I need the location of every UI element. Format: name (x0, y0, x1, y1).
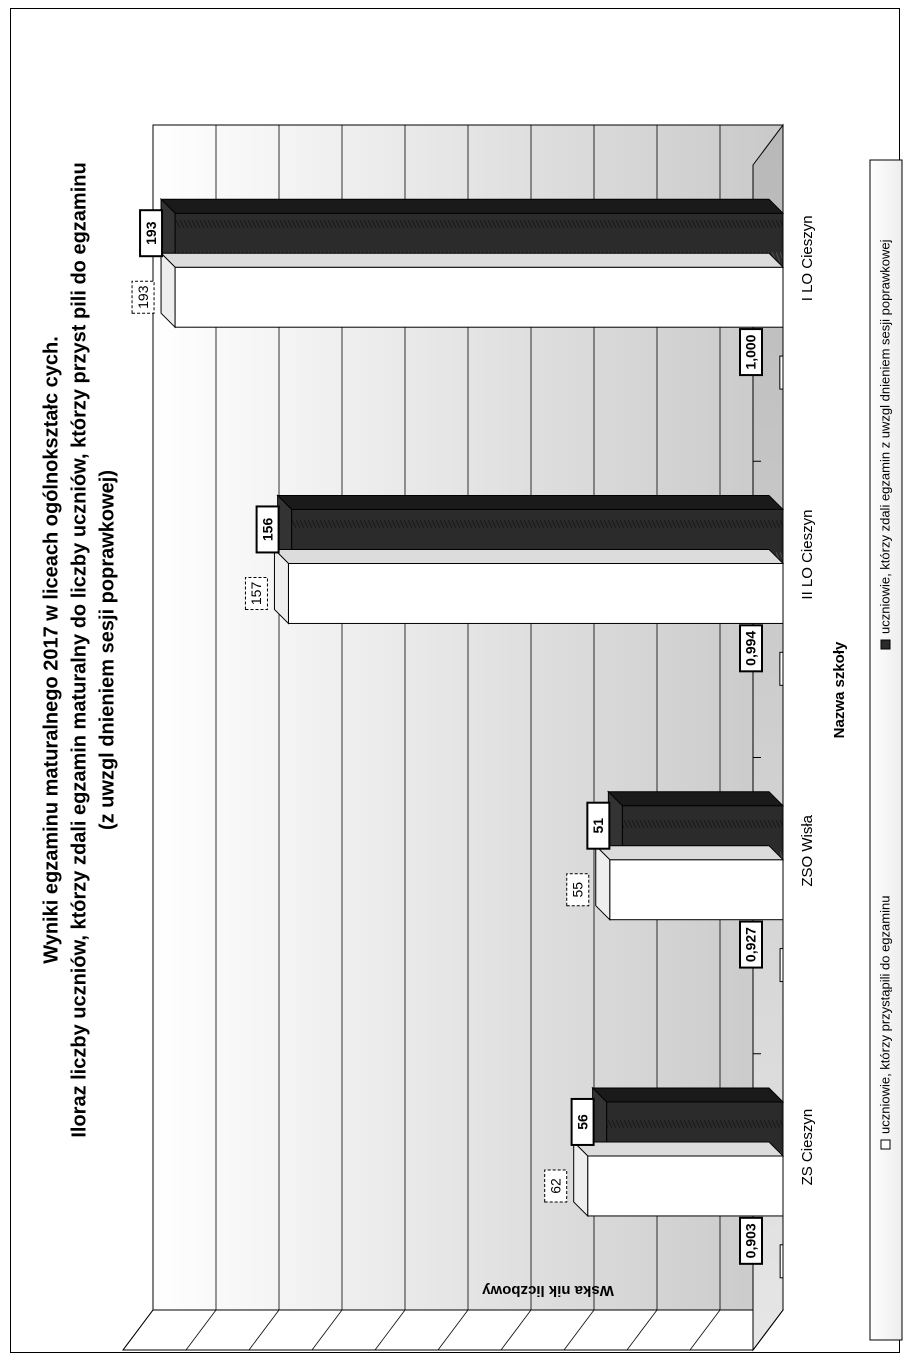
legend-swatch-1 (880, 639, 891, 650)
chart-title-line: Iloraz liczby uczniów, którzy zdali egza… (68, 162, 90, 1137)
bar-series1-0 (159, 251, 785, 329)
data-label-series2-0-text: 193 (143, 221, 159, 245)
bar-series1-3-side (572, 1141, 785, 1157)
bar-series1-1-top (273, 548, 289, 625)
data-label-series1-1: 157 (244, 576, 268, 610)
data-label-series2-3-box (570, 1097, 595, 1146)
bar-series1-3-face (587, 1155, 784, 1217)
bar-series3-3 (779, 1244, 784, 1279)
legend-label-1: uczniowie, którzy zdali egzamin z uwzgl … (877, 239, 892, 634)
data-label-series2-0-box (139, 209, 164, 258)
data-label-series3-1-text: 0,994 (743, 631, 759, 666)
chart-title-line: (z uwzgl dnieniem sesji poprawkowej) (96, 470, 118, 830)
data-label-series2-0: 193 (139, 209, 164, 258)
gridline-depth (563, 1309, 595, 1351)
bar-series1-1 (273, 548, 785, 625)
data-label-series2-3: 56 (570, 1097, 595, 1146)
data-label-series2-1: 156 (255, 505, 280, 554)
y-axis-title: Wska nik liczbowy (481, 1282, 613, 1299)
data-label-series1-0-text: 193 (135, 285, 151, 309)
bar-series1-2-face (609, 859, 784, 921)
gridline-depth (689, 1309, 721, 1351)
data-label-series3-0-text: 1,000 (743, 334, 759, 369)
gridline-depth (437, 1309, 469, 1351)
data-label-series3-1: 0,994 (739, 624, 763, 673)
data-label-series1-1-text: 157 (248, 582, 264, 606)
bar-series1-2 (594, 844, 785, 921)
gridline-depth (500, 1309, 532, 1351)
bar-series1-0-face (174, 266, 784, 328)
x-tick-label: ZS Cieszyn (799, 1109, 816, 1186)
bar-series1-1-face (287, 562, 784, 624)
legend-swatch-0 (880, 1139, 891, 1150)
bar-series1-1-side (273, 548, 785, 564)
data-label-series2-2-text: 51 (590, 818, 606, 834)
x-axis-title: Nazwa szkoły (831, 641, 848, 738)
gridline-depth (122, 1309, 154, 1351)
x-tick-label: ZSO Wisła (799, 814, 816, 886)
data-label-series3-0-box (739, 328, 763, 377)
data-label-series1-2: 55 (566, 873, 590, 907)
data-label-series3-2-box (739, 920, 763, 969)
data-label-series3-3-box (739, 1216, 763, 1265)
bar-series3-0 (779, 355, 784, 390)
legend-label-0: uczniowie, którzy przystąpili do egzamin… (877, 896, 892, 1134)
data-label-series3-3: 0,903 (739, 1216, 763, 1265)
bar-series1-0-top (160, 251, 176, 329)
data-label-series2-1-box (255, 505, 280, 554)
data-label-series1-1-box (244, 576, 268, 610)
data-label-series3-0: 1,000 (739, 328, 763, 377)
gridline-depth (626, 1309, 658, 1351)
data-label-series2-3-text: 56 (574, 1114, 590, 1130)
gridline-depth (185, 1309, 217, 1351)
data-label-series1-3: 62 (544, 1169, 568, 1203)
gridline-depth (752, 1309, 784, 1351)
bar-series1-0-side (159, 252, 785, 268)
gridline-depth (311, 1309, 343, 1351)
data-label-series1-0-box (131, 280, 155, 314)
data-label-series2-2: 51 (586, 801, 611, 850)
data-label-series1-3-box (544, 1169, 568, 1203)
chart-title-line: Wyniki egzaminu maturalnego 2017 w licea… (40, 336, 62, 964)
legend: uczniowie, którzy przystąpili do egzamin… (869, 159, 903, 1341)
bar-series1-2-side (594, 845, 785, 861)
data-label-series3-2: 0,927 (739, 920, 763, 969)
data-label-series1-0: 193 (131, 280, 155, 314)
data-label-series3-2-text: 0,927 (743, 927, 759, 962)
x-tick-label: II LO Cieszyn (799, 510, 816, 600)
data-label-series3-3-text: 0,903 (743, 1223, 759, 1258)
bar-series3-2 (779, 948, 784, 983)
data-label-series2-2-box (586, 801, 611, 850)
data-label-series1-2-box (566, 873, 590, 907)
data-label-series1-2-text: 55 (569, 882, 585, 898)
bar-series1-3 (572, 1140, 785, 1218)
bar-series2-2-side (607, 791, 785, 807)
x-tick-label: I LO Cieszyn (799, 215, 816, 301)
bar-series2-1-side (276, 494, 785, 510)
data-label-series1-3-text: 62 (547, 1178, 563, 1194)
bar-series3-1 (779, 651, 784, 686)
bar-series1-2-top (595, 844, 611, 921)
data-label-series3-1-box (739, 624, 763, 673)
bar-series1-3-top (573, 1140, 589, 1218)
data-label-series2-1-text: 156 (259, 518, 275, 542)
bar-series2-3-side (591, 1087, 785, 1103)
gridline-depth (374, 1309, 406, 1351)
bar-series2-0-side (159, 198, 785, 214)
gridline-depth (248, 1309, 280, 1351)
